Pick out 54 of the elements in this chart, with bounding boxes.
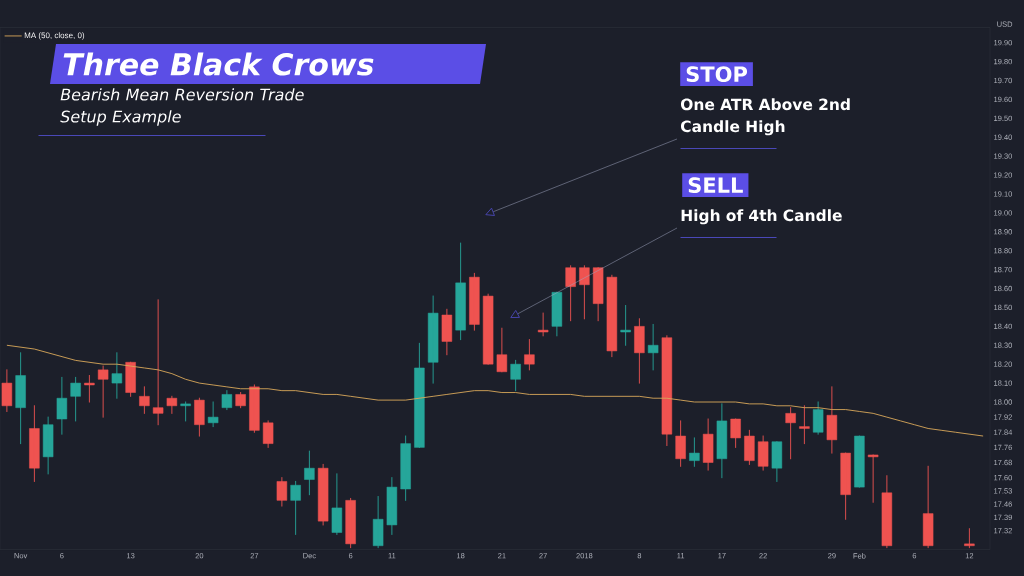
candlestick xyxy=(964,528,975,549)
candlestick xyxy=(771,441,783,482)
candlestick xyxy=(757,435,769,471)
candlestick xyxy=(15,352,26,445)
candlestick xyxy=(785,407,796,460)
candlestick xyxy=(29,405,40,482)
candlestick xyxy=(331,473,343,535)
annotation: STOP xyxy=(686,66,748,83)
candlestick xyxy=(867,454,879,503)
text: Bearish Mean Reversion Trade Setup Example xyxy=(60,88,304,126)
candlestick xyxy=(84,375,95,403)
candlestick xyxy=(537,312,549,337)
candlestick xyxy=(249,384,260,433)
candlestick xyxy=(386,477,398,535)
candlestick xyxy=(579,265,590,320)
candlestick xyxy=(744,429,755,465)
candlestick xyxy=(125,361,136,397)
candlestick xyxy=(675,420,686,467)
candlestick xyxy=(262,420,274,448)
annotation: High of 4th Candle xyxy=(681,209,842,225)
candlestick xyxy=(97,365,109,418)
candlestick xyxy=(565,265,576,322)
candlestick xyxy=(689,437,700,467)
candlestick xyxy=(455,242,466,341)
candlestick xyxy=(194,397,205,437)
candlestick xyxy=(1,369,13,412)
annotation: SELL xyxy=(688,177,743,194)
candlestick xyxy=(180,401,191,422)
candlestick xyxy=(854,435,865,488)
candlestick xyxy=(441,308,453,356)
candlestick xyxy=(620,305,631,346)
candlestick xyxy=(414,342,425,448)
candlestick xyxy=(56,376,68,435)
candlestick xyxy=(290,480,301,535)
candlestick xyxy=(345,498,356,549)
legend-label: MA (50, close, 0) xyxy=(24,32,85,40)
candlestick xyxy=(469,272,480,331)
candlestick xyxy=(111,352,123,399)
annotation: One ATR Above 2nd Candle High xyxy=(680,98,850,136)
candlestick xyxy=(730,418,741,448)
candlestick xyxy=(207,401,219,428)
candlestick xyxy=(400,435,411,501)
candlestick xyxy=(812,401,824,435)
candlestick xyxy=(304,450,315,496)
candlestick xyxy=(799,405,810,445)
candlestick xyxy=(235,392,246,409)
candlestick xyxy=(139,386,150,414)
candlestick xyxy=(510,359,521,392)
candlestick xyxy=(634,318,645,384)
candlestick xyxy=(524,339,535,371)
candlestick xyxy=(840,452,851,520)
candlestick xyxy=(70,376,81,422)
candlestick xyxy=(152,299,164,426)
text: Three Black Crows xyxy=(63,52,374,76)
